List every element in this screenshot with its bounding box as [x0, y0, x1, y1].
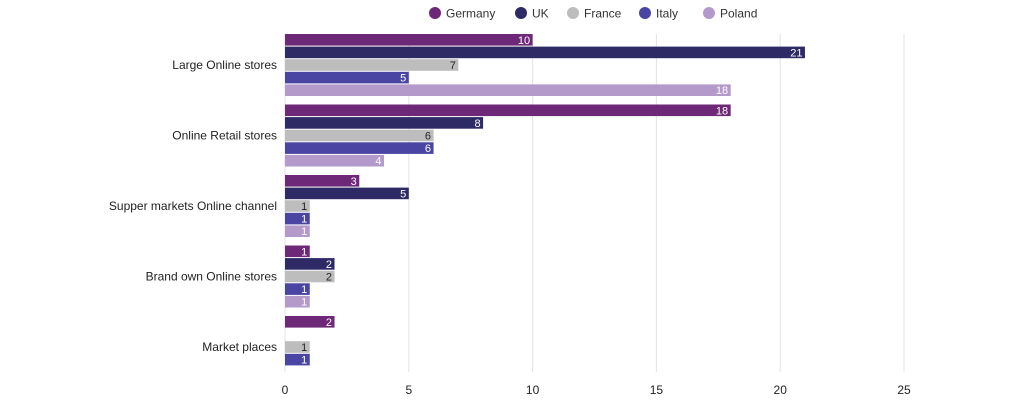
- bar-germany-supper-markets-online-channel[interactable]: [285, 175, 360, 187]
- bar-france-large-online-stores[interactable]: [285, 59, 459, 71]
- data-label-germany-market-places: 2: [326, 317, 332, 329]
- bar-germany-large-online-stores[interactable]: [285, 34, 533, 46]
- legend-marker-france: [567, 7, 579, 19]
- x-axis-ticks: 0 5 10 15 20 25: [282, 383, 911, 397]
- legend-label-france: France: [584, 7, 622, 21]
- bar-poland-supper-markets-online-channel[interactable]: [285, 225, 310, 237]
- bar-uk-supper-markets-online-channel[interactable]: [285, 187, 409, 200]
- legend: Germany UK France Italy Poland: [429, 7, 757, 21]
- bar-uk-online-retail-stores[interactable]: [285, 117, 484, 129]
- data-label-france-market-places: 1: [301, 342, 307, 354]
- legend-item-italy[interactable]: Italy: [639, 7, 678, 21]
- legend-label-poland: Poland: [720, 7, 757, 21]
- data-label-poland-online-retail-stores: 4: [375, 156, 381, 168]
- bar-germany-brand-own-online-stores[interactable]: [285, 245, 310, 258]
- data-label-france-brand-own-online-stores: 2: [326, 272, 332, 284]
- data-label-germany-large-online-stores: 10: [518, 35, 530, 47]
- bar-germany-online-retail-stores[interactable]: [285, 104, 731, 117]
- data-label-poland-supper-markets-online-channel: 1: [301, 226, 307, 238]
- legend-label-germany: Germany: [446, 7, 495, 21]
- bar-france-market-places[interactable]: [285, 341, 310, 353]
- legend-marker-poland: [703, 7, 715, 19]
- bar-uk-large-online-stores[interactable]: [285, 46, 805, 59]
- data-label-germany-supper-markets-online-channel: 3: [351, 176, 357, 188]
- y-axis-labels: Large Online stores Online Retail stores S…: [109, 58, 277, 354]
- data-label-france-large-online-stores: 7: [450, 60, 456, 72]
- bar-france-online-retail-stores[interactable]: [285, 129, 434, 142]
- bar-france-supper-markets-online-channel[interactable]: [285, 200, 310, 212]
- data-label-uk-brand-own-online-stores: 2: [326, 259, 332, 271]
- bar-uk-brand-own-online-stores[interactable]: [285, 258, 335, 270]
- category-label-market-places: Market places: [202, 340, 277, 354]
- bar-poland-large-online-stores[interactable]: [285, 84, 731, 96]
- legend-label-uk: UK: [532, 7, 549, 21]
- legend-marker-germany: [429, 7, 441, 19]
- x-tick-label-15: 15: [650, 383, 664, 397]
- bar-italy-large-online-stores[interactable]: [285, 71, 409, 84]
- legend-marker-italy: [639, 7, 651, 19]
- bar-poland-online-retail-stores[interactable]: [285, 154, 385, 167]
- x-tick-label-5: 5: [405, 383, 412, 397]
- data-label-france-supper-markets-online-channel: 1: [301, 201, 307, 213]
- data-label-uk-large-online-stores: 21: [790, 47, 802, 59]
- data-label-italy-brand-own-online-stores: 1: [301, 284, 307, 296]
- x-tick-label-10: 10: [526, 383, 540, 397]
- bar-italy-brand-own-online-stores[interactable]: [285, 283, 310, 295]
- bar-italy-supper-markets-online-channel[interactable]: [285, 212, 310, 225]
- legend-item-uk[interactable]: UK: [515, 7, 549, 21]
- legend-item-france[interactable]: France: [567, 7, 622, 21]
- data-label-poland-brand-own-online-stores: 1: [301, 297, 307, 309]
- bar-poland-brand-own-online-stores[interactable]: [285, 295, 310, 308]
- data-label-italy-large-online-stores: 5: [400, 73, 406, 85]
- legend-item-germany[interactable]: Germany: [429, 7, 495, 21]
- category-label-supper-markets-online-channel: Supper markets Online channel: [109, 199, 277, 213]
- data-label-germany-brand-own-online-stores: 1: [301, 246, 307, 258]
- x-tick-label-20: 20: [774, 383, 788, 397]
- data-label-france-online-retail-stores: 6: [425, 131, 431, 143]
- legend-marker-uk: [515, 7, 527, 19]
- bar-germany-market-places[interactable]: [285, 316, 335, 328]
- x-tick-label-25: 25: [897, 383, 911, 397]
- bar-italy-market-places[interactable]: [285, 353, 310, 366]
- bar-italy-online-retail-stores[interactable]: [285, 142, 434, 154]
- data-label-uk-supper-markets-online-channel: 5: [400, 188, 406, 200]
- data-label-italy-market-places: 1: [301, 355, 307, 367]
- data-label-italy-online-retail-stores: 6: [425, 143, 431, 155]
- data-label-italy-supper-markets-online-channel: 1: [301, 214, 307, 226]
- data-label-uk-online-retail-stores: 8: [474, 118, 480, 130]
- category-label-online-retail-stores: Online Retail stores: [172, 129, 277, 143]
- category-label-brand-own-online-stores: Brand own Online stores: [146, 270, 277, 284]
- legend-label-italy: Italy: [656, 7, 678, 21]
- x-tick-label-0: 0: [282, 383, 289, 397]
- legend-item-poland[interactable]: Poland: [703, 7, 757, 21]
- data-label-germany-online-retail-stores: 18: [716, 105, 728, 117]
- category-label-large-online-stores: Large Online stores: [172, 58, 277, 72]
- bar-france-brand-own-online-stores[interactable]: [285, 270, 335, 283]
- data-label-poland-large-online-stores: 18: [716, 85, 728, 97]
